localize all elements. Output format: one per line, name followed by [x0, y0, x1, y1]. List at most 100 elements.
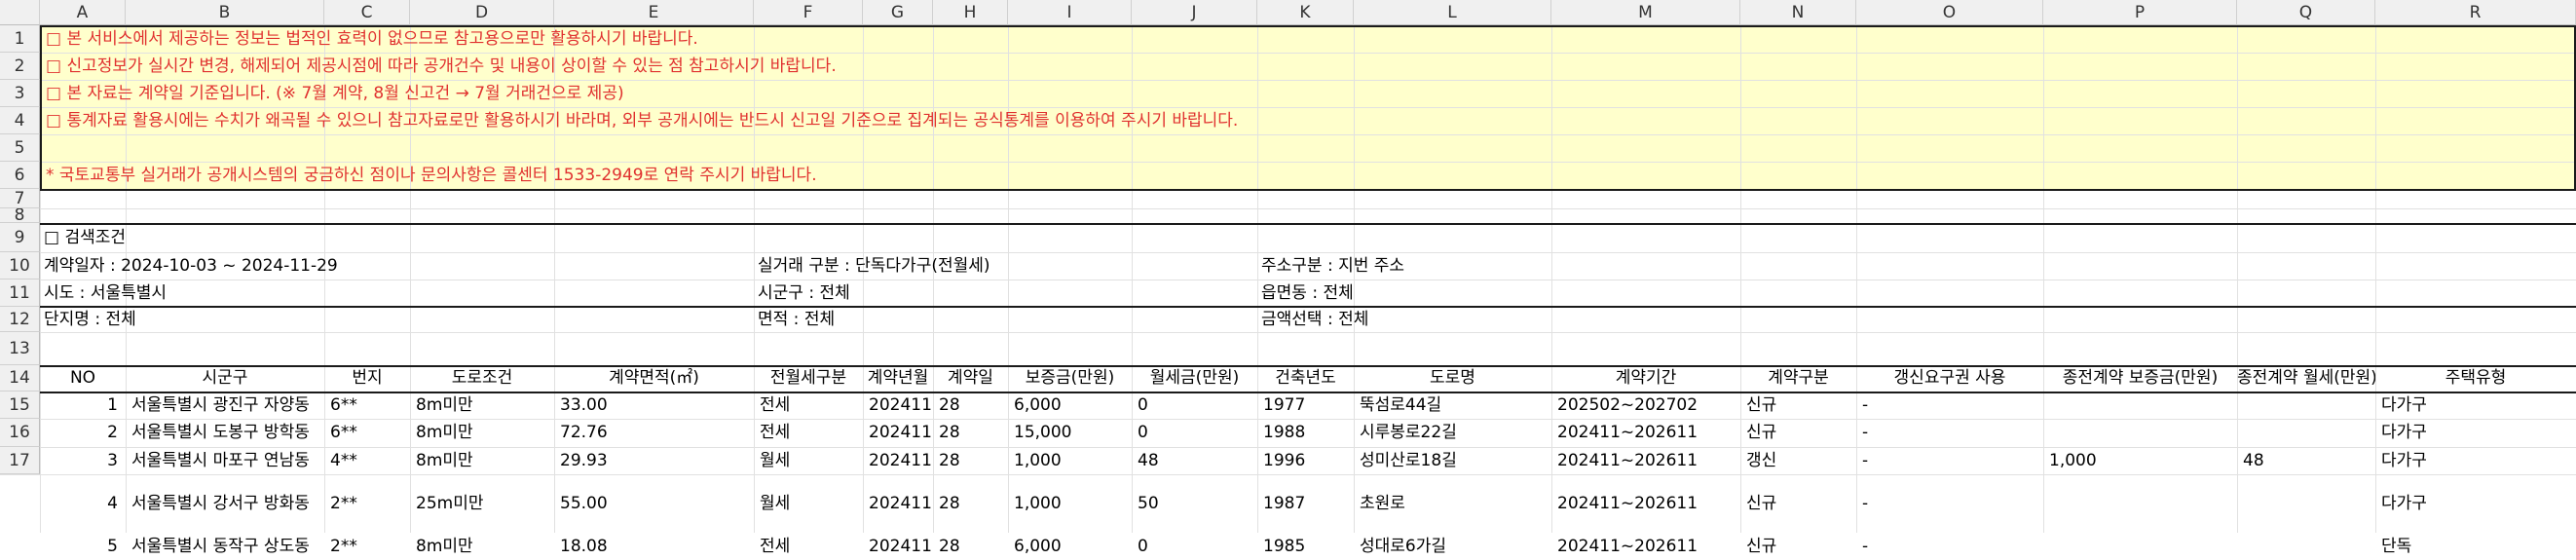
table-cell[interactable]: 18.08 — [560, 537, 608, 556]
select-all-corner[interactable] — [0, 0, 40, 25]
table-cell[interactable]: 28 — [939, 537, 960, 556]
column-header-r[interactable]: R — [2375, 0, 2576, 25]
table-cell[interactable]: 55.00 — [560, 494, 608, 513]
table-cell[interactable]: 초원로 — [1360, 494, 1405, 513]
table-cell[interactable]: 72.76 — [560, 423, 608, 442]
table-cell[interactable] — [2049, 474, 2235, 533]
table-cell[interactable]: 1996 — [1263, 451, 1306, 470]
table-cell[interactable]: 단독 — [2381, 537, 2412, 556]
table-cell[interactable]: 서울특별시 강서구 방화동 — [131, 494, 310, 513]
table-cell[interactable]: 전세 — [760, 395, 791, 415]
table-cell[interactable]: 28 — [939, 395, 960, 415]
table-cell[interactable]: 0 — [1138, 423, 1148, 442]
table-cell[interactable]: 1,000 — [2049, 451, 2097, 470]
table-cell[interactable] — [2049, 419, 2235, 447]
table-cell[interactable]: 48 — [2243, 451, 2264, 470]
table-cell[interactable]: 전세 — [760, 537, 791, 556]
table-cell[interactable]: 성대로6가길 — [1360, 537, 1447, 556]
table-cell[interactable]: 다가구 — [2381, 451, 2427, 470]
table-cell[interactable]: 1,000 — [1014, 494, 1062, 513]
table-cell[interactable] — [2049, 392, 2235, 419]
table-cell[interactable]: 28 — [939, 494, 960, 513]
table-cell[interactable]: 1987 — [1263, 494, 1306, 513]
table-cell[interactable]: 서울특별시 마포구 연남동 — [131, 451, 310, 470]
row-header-15[interactable]: 15 — [0, 392, 40, 419]
table-cell[interactable]: 신규 — [1746, 395, 1777, 415]
table-cell[interactable]: 3 — [107, 451, 118, 470]
table-cell[interactable]: 202411~202611 — [1557, 423, 1699, 442]
table-cell[interactable]: 33.00 — [560, 395, 608, 415]
table-cell[interactable]: 2** — [330, 537, 357, 556]
table-cell[interactable]: - — [1862, 395, 1869, 415]
row-header-11[interactable]: 11 — [0, 280, 40, 307]
table-cell[interactable]: - — [1862, 537, 1869, 556]
table-cell[interactable]: 29.93 — [560, 451, 608, 470]
column-header-h[interactable]: H — [933, 0, 1008, 25]
table-cell[interactable]: 50 — [1138, 494, 1159, 513]
table-cell[interactable]: 6** — [330, 395, 357, 415]
column-header-l[interactable]: L — [1354, 0, 1551, 25]
row-header-13[interactable]: 13 — [0, 332, 40, 365]
table-cell[interactable]: 28 — [939, 451, 960, 470]
row-header-1[interactable]: 1 — [0, 25, 40, 53]
table-cell[interactable]: 25m미만 — [416, 494, 484, 513]
table-row[interactable]: 2 서울특별시 도봉구 방학동 6** 8m미만 72.76 전세 202411 28 15,0… — [40, 419, 2576, 447]
table-cell[interactable]: 전세 — [760, 423, 791, 442]
table-cell[interactable]: 다가구 — [2381, 423, 2427, 442]
row-header-8[interactable]: 8 — [0, 208, 40, 223]
table-cell[interactable]: 1988 — [1263, 423, 1306, 442]
column-header-j[interactable]: J — [1132, 0, 1257, 25]
column-header-d[interactable]: D — [410, 0, 554, 25]
table-cell[interactable]: 1985 — [1263, 537, 1306, 556]
table-cell[interactable]: 6** — [330, 423, 357, 442]
row-header-7[interactable]: 7 — [0, 189, 40, 208]
table-cell[interactable]: 서울특별시 광진구 자양동 — [131, 395, 310, 415]
table-cell[interactable]: 28 — [939, 423, 960, 442]
table-cell[interactable]: 2** — [330, 494, 357, 513]
table-cell[interactable]: 8m미만 — [416, 423, 473, 442]
table-cell[interactable]: 서울특별시 동작구 상도동 — [131, 537, 310, 556]
table-cell[interactable]: - — [1862, 494, 1869, 513]
table-cell[interactable]: 다가구 — [2381, 494, 2427, 513]
table-cell[interactable]: 202502~202702 — [1557, 395, 1699, 415]
table-cell[interactable]: 0 — [1138, 395, 1148, 415]
table-cell[interactable]: 15,000 — [1014, 423, 1072, 442]
table-cell[interactable]: 4 — [107, 494, 118, 513]
table-cell[interactable]: - — [1862, 423, 1869, 442]
table-cell[interactable] — [2243, 392, 2373, 419]
row-header-10[interactable]: 10 — [0, 252, 40, 280]
table-cell[interactable]: 1,000 — [1014, 451, 1062, 470]
table-cell[interactable]: 8m미만 — [416, 451, 473, 470]
table-cell[interactable]: 갱신 — [1746, 451, 1777, 470]
table-cell[interactable]: 0 — [1138, 537, 1148, 556]
table-cell[interactable]: 1977 — [1263, 395, 1306, 415]
table-cell[interactable]: 202411 — [869, 537, 931, 556]
row-header-3[interactable]: 3 — [0, 80, 40, 107]
table-cell[interactable]: 202411 — [869, 494, 931, 513]
table-cell[interactable]: 6,000 — [1014, 395, 1062, 415]
table-cell[interactable]: 202411 — [869, 423, 931, 442]
table-cell[interactable]: 다가구 — [2381, 395, 2427, 415]
column-header-f[interactable]: F — [754, 0, 863, 25]
table-cell[interactable]: 6,000 — [1014, 537, 1062, 556]
column-header-q[interactable]: Q — [2237, 0, 2375, 25]
column-header-n[interactable]: N — [1740, 0, 1856, 25]
row-header-17[interactable]: 17 — [0, 447, 40, 474]
table-cell[interactable]: 서울특별시 도봉구 방학동 — [131, 423, 310, 442]
table-cell[interactable]: 202411~202611 — [1557, 494, 1699, 513]
row-header-9[interactable]: 9 — [0, 223, 40, 252]
column-header-k[interactable]: K — [1257, 0, 1354, 25]
column-header-m[interactable]: M — [1551, 0, 1740, 25]
row-header-14[interactable]: 14 — [0, 365, 40, 392]
row-header-12[interactable]: 12 — [0, 307, 40, 332]
row-header-5[interactable]: 5 — [0, 134, 40, 162]
row-header-4[interactable]: 4 — [0, 107, 40, 134]
table-cell[interactable]: 202411 — [869, 451, 931, 470]
row-header-6[interactable]: 6 — [0, 162, 40, 189]
row-header-2[interactable]: 2 — [0, 53, 40, 80]
table-cell[interactable]: 성미산로18길 — [1360, 451, 1457, 470]
table-cell[interactable]: 202411~202611 — [1557, 537, 1699, 556]
table-cell[interactable]: 신규 — [1746, 494, 1777, 513]
column-header-i[interactable]: I — [1008, 0, 1132, 25]
